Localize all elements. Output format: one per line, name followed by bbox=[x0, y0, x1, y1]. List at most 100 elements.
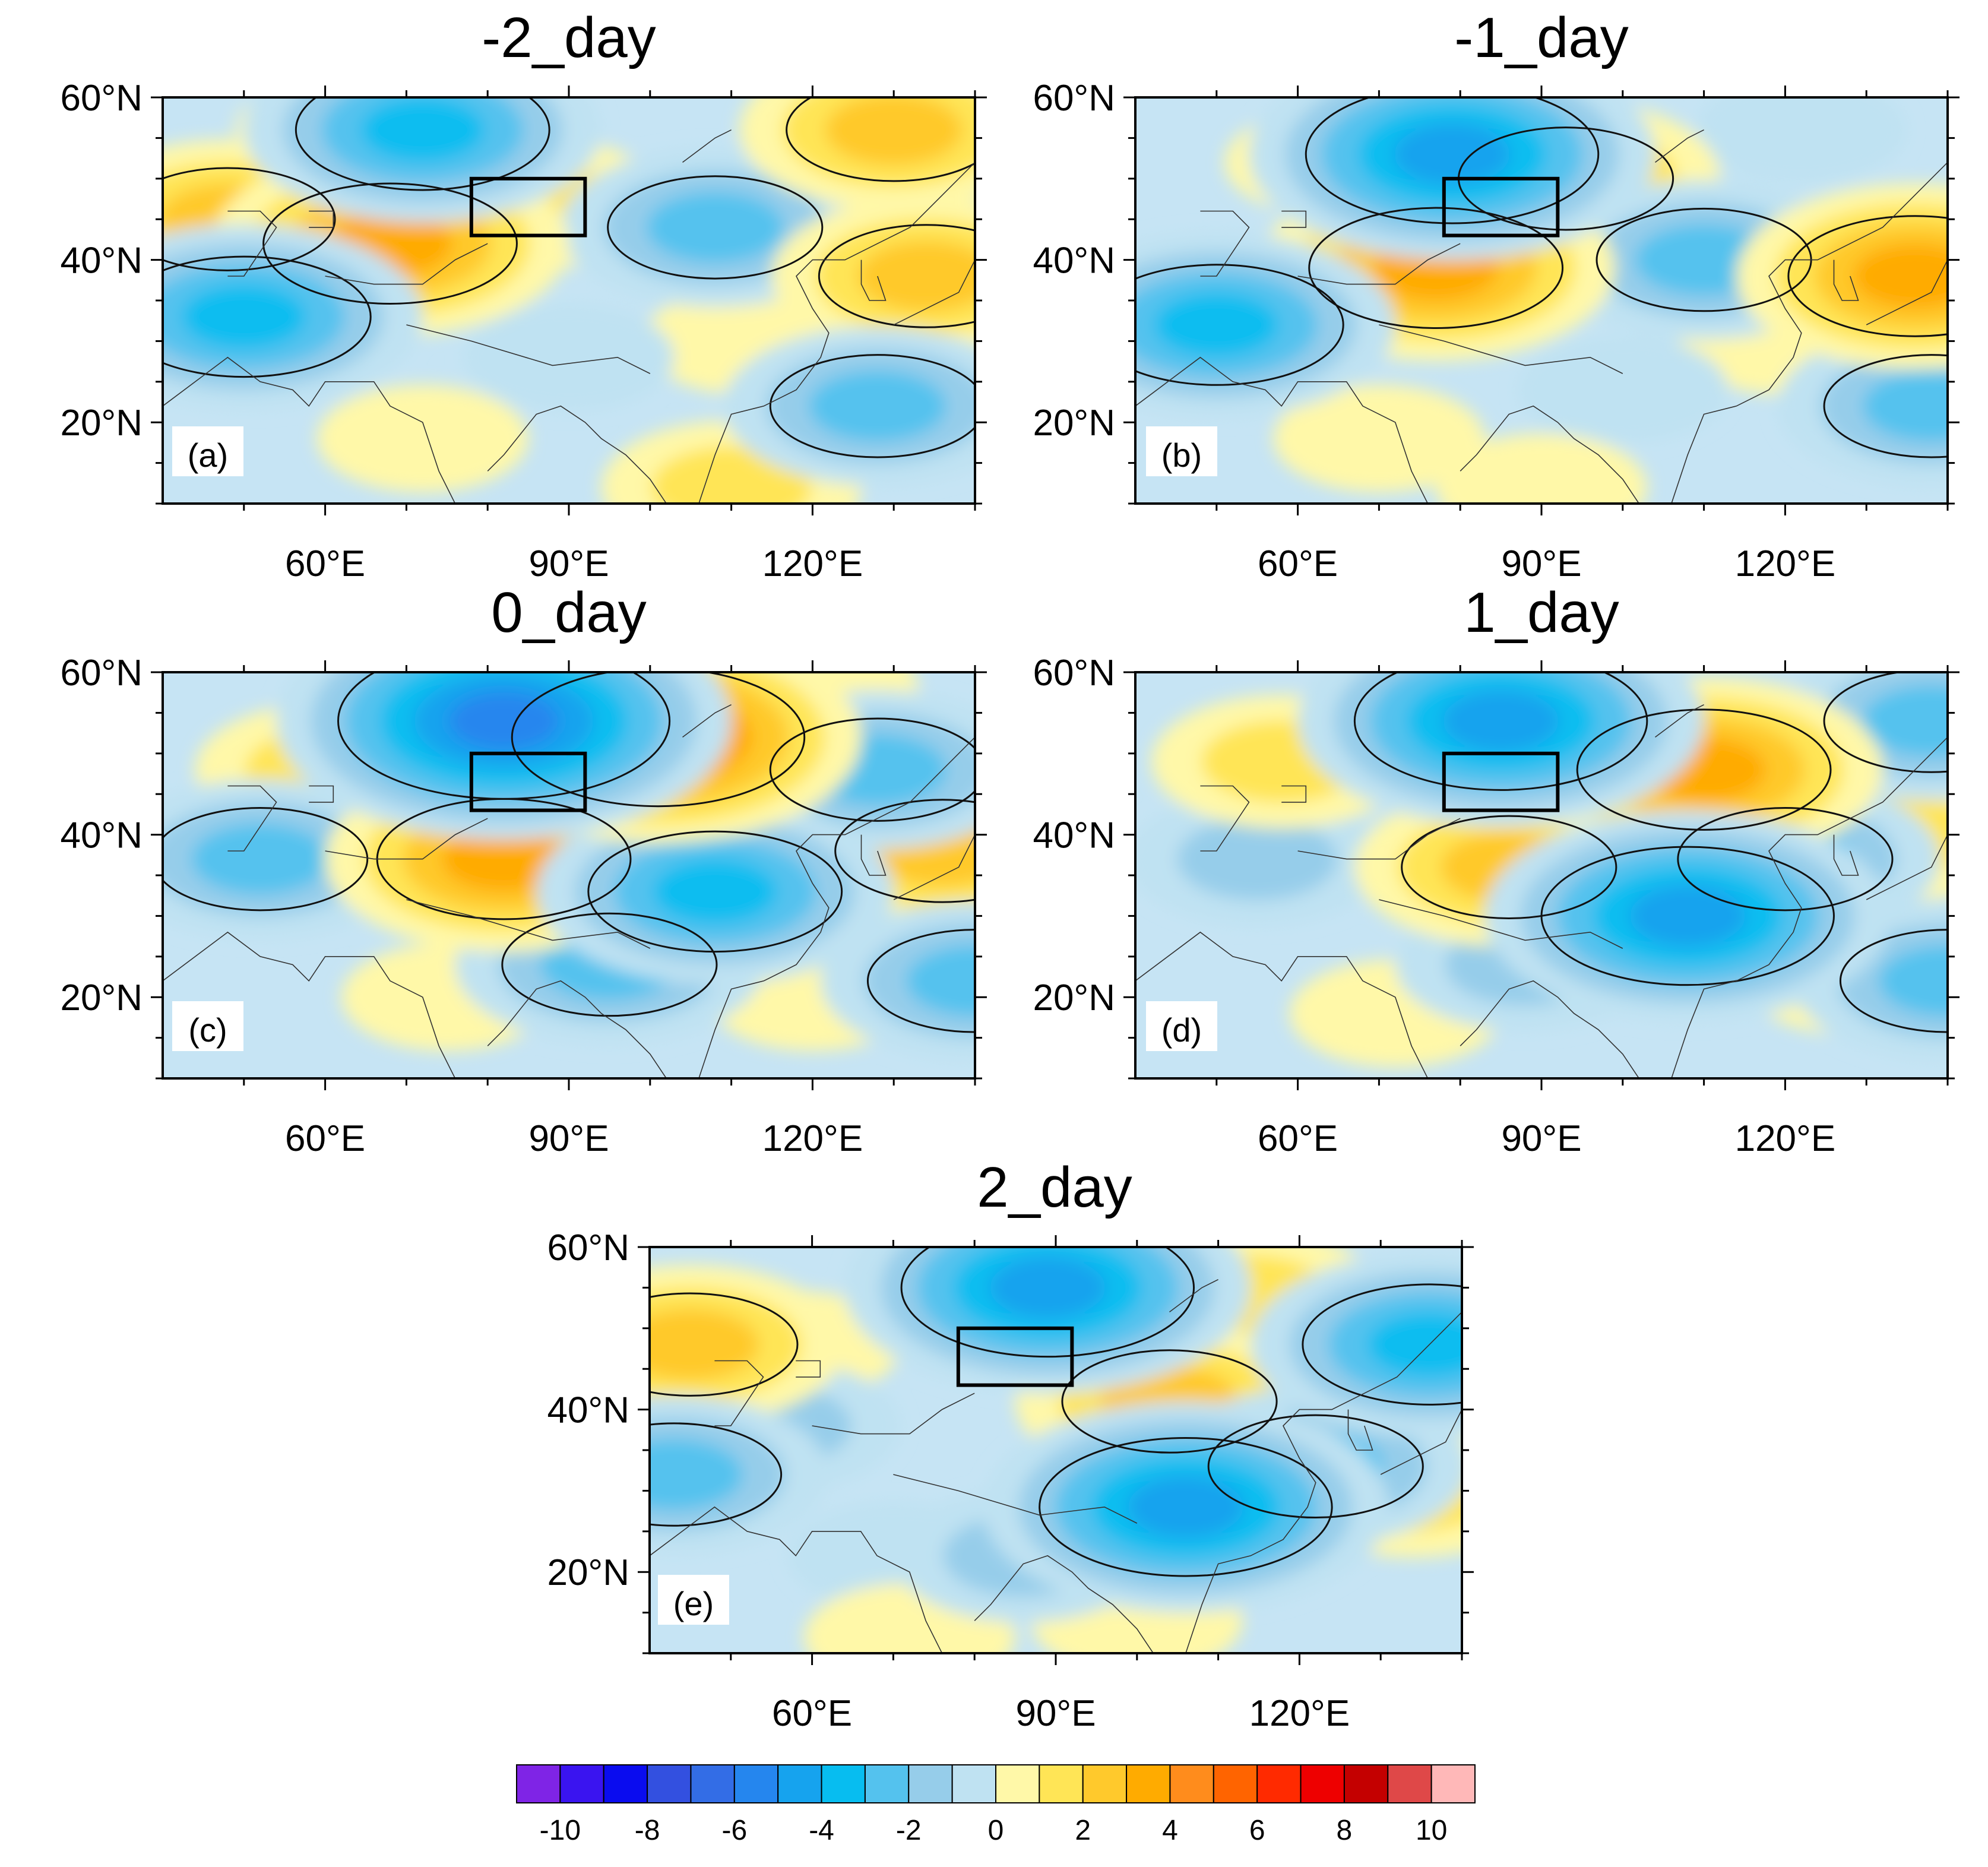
significance-contour bbox=[587, 830, 843, 953]
significance-contour bbox=[1302, 1283, 1462, 1406]
colorbar-box bbox=[647, 1764, 692, 1803]
significance-contour bbox=[262, 182, 518, 305]
coastline bbox=[1297, 243, 1461, 285]
coastline bbox=[309, 210, 334, 228]
panel-a-tag: (a) bbox=[188, 436, 228, 474]
panel-e-axes: 60°E 90°E 120°E 20°N 40°N 60°N bbox=[547, 1227, 1474, 1734]
anomaly-cell bbox=[1853, 243, 1948, 309]
anomaly-cell bbox=[825, 97, 963, 166]
panel-c-tag: (c) bbox=[188, 1011, 227, 1049]
coastline bbox=[1281, 785, 1307, 803]
coastline bbox=[487, 405, 667, 504]
colorbar-box bbox=[733, 1764, 779, 1803]
anomaly-cell bbox=[1273, 385, 1485, 492]
significance-contour bbox=[769, 717, 975, 822]
significance-contour bbox=[1839, 929, 1948, 1033]
anomaly-cell bbox=[316, 385, 528, 492]
panel-c-title: 0_day bbox=[491, 581, 647, 644]
lat-tick-label: 40°N bbox=[60, 241, 143, 281]
colorbar-box bbox=[1430, 1764, 1476, 1803]
panel-a-axes: 60°E 90°E 120°E 20°N 40°N 60°N bbox=[60, 78, 987, 584]
lat-tick-label: 40°N bbox=[60, 815, 143, 856]
panel-d-highlight-box bbox=[1442, 751, 1560, 812]
coastline bbox=[1671, 736, 1948, 1078]
panel-c-field bbox=[163, 672, 975, 1078]
colorbar-label: 10 bbox=[1416, 1815, 1447, 1846]
colorbar-box bbox=[1126, 1764, 1171, 1803]
colorbar-labels: -10 -8 -6 -4 -2 0 2 4 6 8 10 bbox=[540, 1815, 1448, 1846]
significance-contour bbox=[1308, 207, 1564, 330]
coastline bbox=[1866, 260, 1948, 325]
coastline bbox=[406, 899, 651, 949]
colorbar-box bbox=[1082, 1764, 1128, 1803]
significance-contour bbox=[1039, 1436, 1333, 1577]
coastline bbox=[698, 736, 975, 1078]
panel-e-field bbox=[650, 1247, 1462, 1653]
anomaly-cell bbox=[989, 1257, 1106, 1318]
colorbar-box bbox=[821, 1764, 866, 1803]
anomaly-cell bbox=[1436, 433, 1647, 504]
colorbar-label: 4 bbox=[1162, 1815, 1178, 1846]
colorbar-box bbox=[690, 1764, 735, 1803]
lat-tick-label: 60°N bbox=[1033, 653, 1115, 694]
panel-d-label-bg bbox=[1146, 1001, 1217, 1051]
significance-contour bbox=[1401, 815, 1617, 920]
coastline bbox=[227, 210, 277, 277]
lat-tick-label: 20°N bbox=[1033, 977, 1115, 1018]
coastline bbox=[698, 162, 975, 504]
coastline bbox=[325, 818, 488, 860]
lat-tick-label: 20°N bbox=[1033, 403, 1115, 444]
colorbar-label: -2 bbox=[896, 1815, 922, 1846]
lat-tick-label: 20°N bbox=[60, 977, 143, 1018]
anomaly-cell bbox=[646, 192, 784, 263]
anomaly-cell bbox=[650, 1439, 743, 1510]
anomaly-cell bbox=[1863, 685, 1948, 757]
panel-a-coastlines bbox=[163, 129, 975, 504]
panel-b-highlight-box bbox=[1442, 176, 1560, 238]
anomaly-cell bbox=[1154, 292, 1279, 357]
lon-tick-label: 90°E bbox=[528, 543, 609, 584]
panel-e-label-bg bbox=[658, 1575, 729, 1625]
panel-d-tag: (d) bbox=[1161, 1011, 1202, 1049]
panel-b-tag: (b) bbox=[1161, 436, 1202, 474]
panel-a-highlight-box bbox=[469, 176, 587, 238]
anomaly-cell bbox=[360, 97, 485, 162]
significance-contour bbox=[650, 1292, 799, 1397]
panel-a-contours bbox=[163, 97, 975, 458]
panel-d-coastlines bbox=[1135, 704, 1948, 1078]
coastline bbox=[1135, 931, 1429, 1078]
colorbar-box bbox=[516, 1764, 561, 1803]
lon-tick-label: 60°E bbox=[1258, 543, 1338, 584]
anomaly-cell bbox=[1394, 124, 1511, 185]
colorbar-box bbox=[908, 1764, 953, 1803]
colorbar-box bbox=[559, 1764, 604, 1803]
significance-contour bbox=[163, 806, 369, 912]
panel-d-axes: 60°E 90°E 120°E 20°N 40°N 60°N bbox=[1033, 653, 1959, 1159]
anomaly-cell bbox=[1517, 336, 1729, 444]
significance-contour bbox=[163, 167, 336, 271]
coastline bbox=[650, 1506, 943, 1653]
anomaly-cell bbox=[1863, 371, 1948, 442]
significance-contour bbox=[1677, 806, 1894, 912]
colorbar-box bbox=[1300, 1764, 1345, 1803]
anomaly-cell bbox=[1367, 1312, 1462, 1377]
coastline bbox=[227, 785, 277, 852]
significance-contour bbox=[1540, 846, 1835, 986]
lon-tick-label: 60°E bbox=[285, 543, 365, 584]
significance-contour bbox=[1135, 264, 1344, 386]
anomaly-cell bbox=[1629, 885, 1746, 947]
colorbar-box bbox=[1387, 1764, 1432, 1803]
coastline bbox=[163, 356, 456, 504]
coastline bbox=[812, 1393, 975, 1435]
anomaly-cell bbox=[653, 859, 777, 924]
coastline bbox=[893, 260, 975, 325]
panel-d: 1_day (d) 60°E 90°E 120°E 20°N 40°N 60°N bbox=[1033, 581, 1959, 1159]
coastline bbox=[1200, 785, 1250, 852]
anomaly-cell bbox=[448, 692, 559, 750]
coastline bbox=[1200, 210, 1250, 277]
coastline bbox=[682, 704, 732, 738]
significance-contour bbox=[818, 224, 975, 328]
panel-b-coastlines bbox=[1135, 129, 1948, 504]
anomaly-cell bbox=[857, 241, 975, 312]
